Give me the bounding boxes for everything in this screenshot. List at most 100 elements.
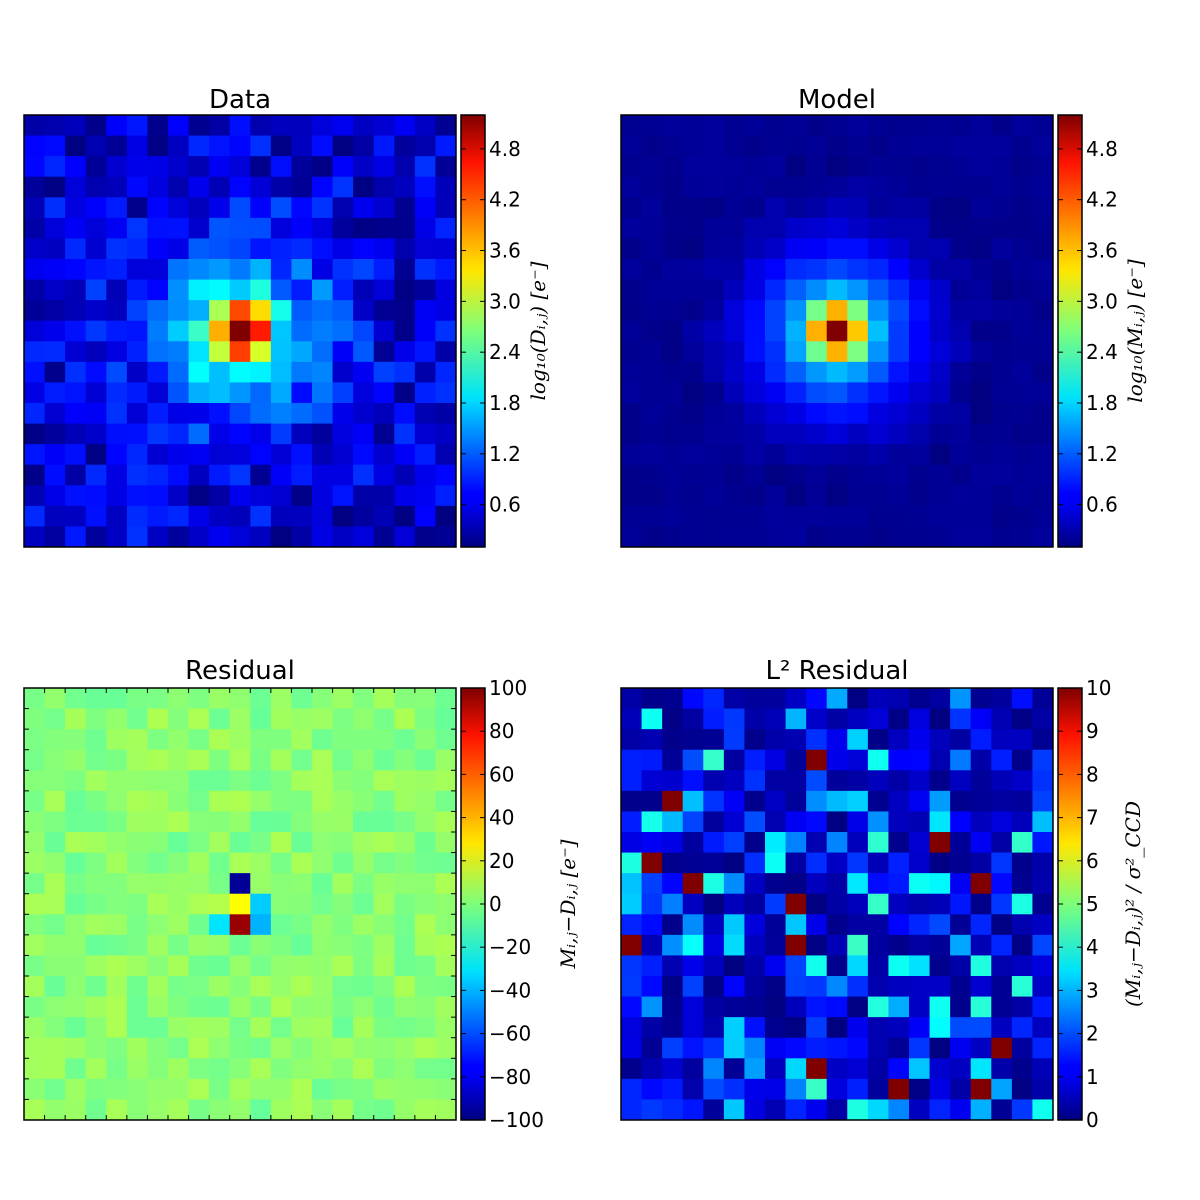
heatmap-cell [394, 1017, 416, 1039]
heatmap-cell [929, 790, 951, 812]
heatmap-cell [929, 749, 951, 771]
heatmap-cell [373, 176, 395, 198]
heatmap-cell [1011, 790, 1033, 812]
heatmap-cell [106, 341, 128, 363]
heatmap-cell [806, 115, 828, 136]
heatmap-cell [147, 770, 169, 792]
heatmap-cell [250, 300, 272, 322]
heatmap-cell [723, 135, 745, 157]
heatmap-cell [106, 832, 128, 853]
heatmap-cell [332, 464, 354, 486]
heatmap-cell [250, 197, 272, 219]
heatmap-cell [785, 1017, 807, 1039]
heatmap-cell [950, 749, 972, 771]
heatmap-cell [168, 955, 189, 977]
heatmap-cell [888, 176, 910, 198]
heatmap-cell [65, 217, 87, 239]
heatmap-cell [950, 217, 972, 239]
heatmap-cell [909, 770, 930, 792]
heatmap-cell [847, 238, 869, 260]
heatmap-cell [435, 403, 457, 424]
heatmap-cell [806, 1058, 828, 1080]
heatmap-cell [806, 976, 828, 997]
heatmap-cell [765, 976, 786, 997]
heatmap-cell [929, 1058, 951, 1080]
heatmap-cell [312, 444, 333, 466]
heatmap-cell [85, 893, 107, 915]
heatmap-cell [353, 729, 375, 751]
heatmap-cell [414, 934, 436, 956]
heatmap-cell [806, 485, 828, 507]
heatmap-cell [229, 729, 251, 751]
heatmap-cell [785, 1099, 807, 1121]
heatmap-cell [847, 403, 869, 424]
heatmap-cell [44, 996, 66, 1018]
heatmap-cell [1032, 934, 1054, 956]
heatmap-cell [950, 1037, 972, 1059]
heatmap-cell [744, 156, 766, 178]
heatmap-cell [888, 217, 910, 239]
heatmap-cell [950, 1017, 972, 1039]
heatmap-cell [950, 914, 972, 936]
heatmap-cell [744, 914, 766, 936]
heatmap-cell [147, 1058, 169, 1080]
heatmap-cell [435, 708, 457, 730]
heatmap-cell [24, 279, 45, 301]
heatmap-cell [250, 485, 272, 507]
heatmap-cell [44, 361, 66, 383]
heatmap-data [24, 115, 457, 548]
heatmap-cell [332, 279, 354, 301]
heatmap-cell [806, 156, 828, 178]
heatmap-cell [373, 934, 395, 956]
heatmap-cell [765, 729, 786, 751]
heatmap-cell [312, 403, 333, 424]
heatmap-cell [209, 176, 231, 198]
heatmap-cell [621, 300, 642, 322]
heatmap-cell [1032, 423, 1054, 445]
heatmap-cell [929, 382, 951, 404]
heatmap-cell [85, 729, 107, 751]
heatmap-cell [414, 464, 436, 486]
heatmap-cell [373, 320, 395, 342]
heatmap-cell [270, 832, 292, 853]
heatmap-cell [147, 464, 169, 486]
heatmap-cell [867, 1099, 889, 1121]
heatmap-cell [229, 996, 251, 1018]
heatmap-cell [1011, 955, 1033, 977]
heatmap-cell [991, 464, 1013, 486]
heatmap-cell [168, 176, 189, 198]
heatmap-cell [723, 217, 745, 239]
heatmap-cell [106, 156, 128, 178]
heatmap-cell [682, 996, 704, 1018]
heatmap-cell [682, 238, 704, 260]
heatmap-cell [1011, 996, 1033, 1018]
heatmap-cell [414, 852, 436, 874]
heatmap-cell [950, 1078, 972, 1100]
heatmap-cell [641, 934, 663, 956]
heatmap-cell [126, 1017, 148, 1039]
heatmap-cell [168, 996, 189, 1018]
heatmap-cell [662, 873, 684, 895]
heatmap-cell [394, 197, 416, 219]
heatmap-cell [847, 423, 869, 445]
heatmap-cell [435, 300, 457, 322]
heatmap-cell [682, 1099, 704, 1121]
heatmap-cell [312, 423, 333, 445]
heatmap-cell [682, 279, 704, 301]
heatmap-cell [641, 115, 663, 136]
heatmap-cell [353, 1037, 375, 1059]
heatmap-cell [991, 873, 1013, 895]
heatmap-cell [847, 444, 869, 466]
heatmap-cell [888, 238, 910, 260]
heatmap-cell [65, 382, 87, 404]
heatmap-cell [65, 361, 87, 383]
heatmap-cell [641, 790, 663, 812]
heatmap-cell [929, 526, 951, 548]
heatmap-cell [332, 955, 354, 977]
heatmap-cell [765, 217, 786, 239]
heatmap-cell [621, 873, 642, 895]
heatmap-cell [168, 770, 189, 792]
heatmap-cell [394, 341, 416, 363]
